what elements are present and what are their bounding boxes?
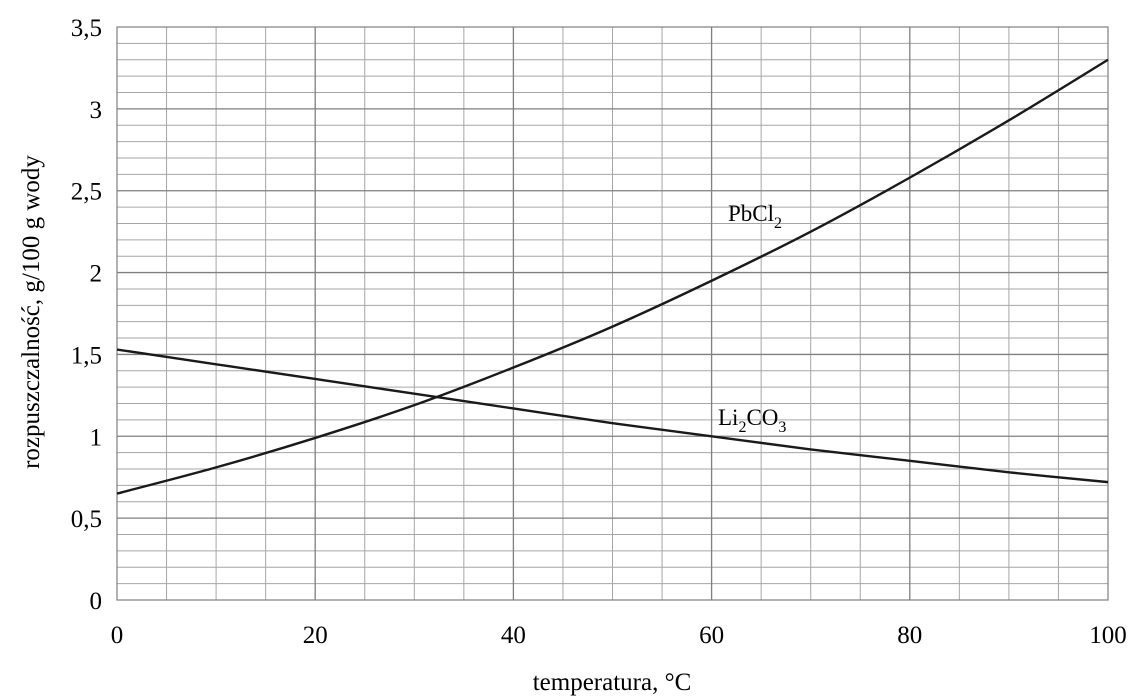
series-label-pbcl2-sub: 2 [774, 215, 782, 232]
major-gridlines [117, 27, 1108, 600]
x-tick-label: 0 [111, 622, 124, 649]
y-tick-label: 2 [90, 261, 103, 288]
y-tick-label: 1,5 [71, 342, 102, 369]
series-line-li2co3 [116, 348, 1109, 484]
series-label-li2co3-part3: CO [746, 405, 778, 430]
series-label-li2co3-part1: Li [718, 405, 738, 430]
y-tick-label: 3,5 [71, 15, 102, 42]
y-tick-label: 0,5 [71, 506, 102, 533]
y-tick-label: 2,5 [71, 179, 102, 206]
x-tick-label: 100 [1089, 622, 1127, 649]
plot-frame [116, 26, 1109, 601]
x-axis-title: temperatura, °C [533, 669, 692, 696]
y-tick-label: 3 [90, 97, 103, 124]
series-line-pbcl2 [116, 58, 1109, 495]
y-tick-label: 1 [90, 424, 103, 451]
y-tick-label: 0 [90, 588, 103, 615]
series-label-pbcl2-main: PbCl [728, 201, 774, 226]
minor-gridlines [117, 27, 1108, 600]
series-label-pbcl2: PbCl2 [728, 201, 782, 232]
y-tick-labels: 0 0,5 1 1,5 2 2,5 3 3,5 [71, 15, 102, 615]
x-tick-labels: 0 20 40 60 80 100 [111, 622, 1127, 649]
x-tick-label: 20 [303, 622, 328, 649]
x-tick-label: 40 [501, 622, 526, 649]
series-label-li2co3-part2: 2 [738, 419, 746, 436]
series-label-li2co3-part4: 3 [778, 419, 786, 436]
x-tick-label: 80 [897, 622, 922, 649]
series-label-li2co3: Li2CO3 [718, 405, 786, 436]
y-axis-title: rozpuszczalność, g/100 g wody [18, 155, 45, 469]
x-tick-label: 60 [699, 622, 724, 649]
series-lines [116, 58, 1109, 495]
